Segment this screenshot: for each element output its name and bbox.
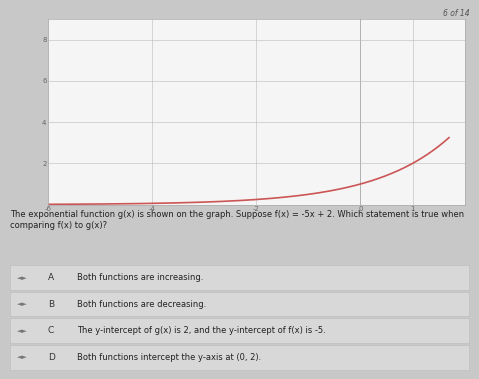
Text: ◄►: ◄► bbox=[17, 301, 27, 307]
Text: Both functions are decreasing.: Both functions are decreasing. bbox=[77, 300, 206, 309]
Text: C: C bbox=[48, 326, 54, 335]
Text: The y-intercept of g(x) is 2, and the y-intercept of f(x) is -5.: The y-intercept of g(x) is 2, and the y-… bbox=[77, 326, 325, 335]
Text: Both functions intercept the y-axis at (0, 2).: Both functions intercept the y-axis at (… bbox=[77, 353, 261, 362]
Text: The exponential function g(x) is shown on the graph. Suppose f(x) = -5x + 2. Whi: The exponential function g(x) is shown o… bbox=[10, 210, 464, 230]
Text: B: B bbox=[48, 300, 54, 309]
Text: ◄►: ◄► bbox=[17, 354, 27, 360]
Text: Both functions are increasing.: Both functions are increasing. bbox=[77, 273, 203, 282]
Text: D: D bbox=[48, 353, 55, 362]
Text: ◄►: ◄► bbox=[17, 275, 27, 280]
Text: 6 of 14: 6 of 14 bbox=[443, 9, 469, 19]
Text: ◄►: ◄► bbox=[17, 328, 27, 334]
Text: A: A bbox=[48, 273, 54, 282]
